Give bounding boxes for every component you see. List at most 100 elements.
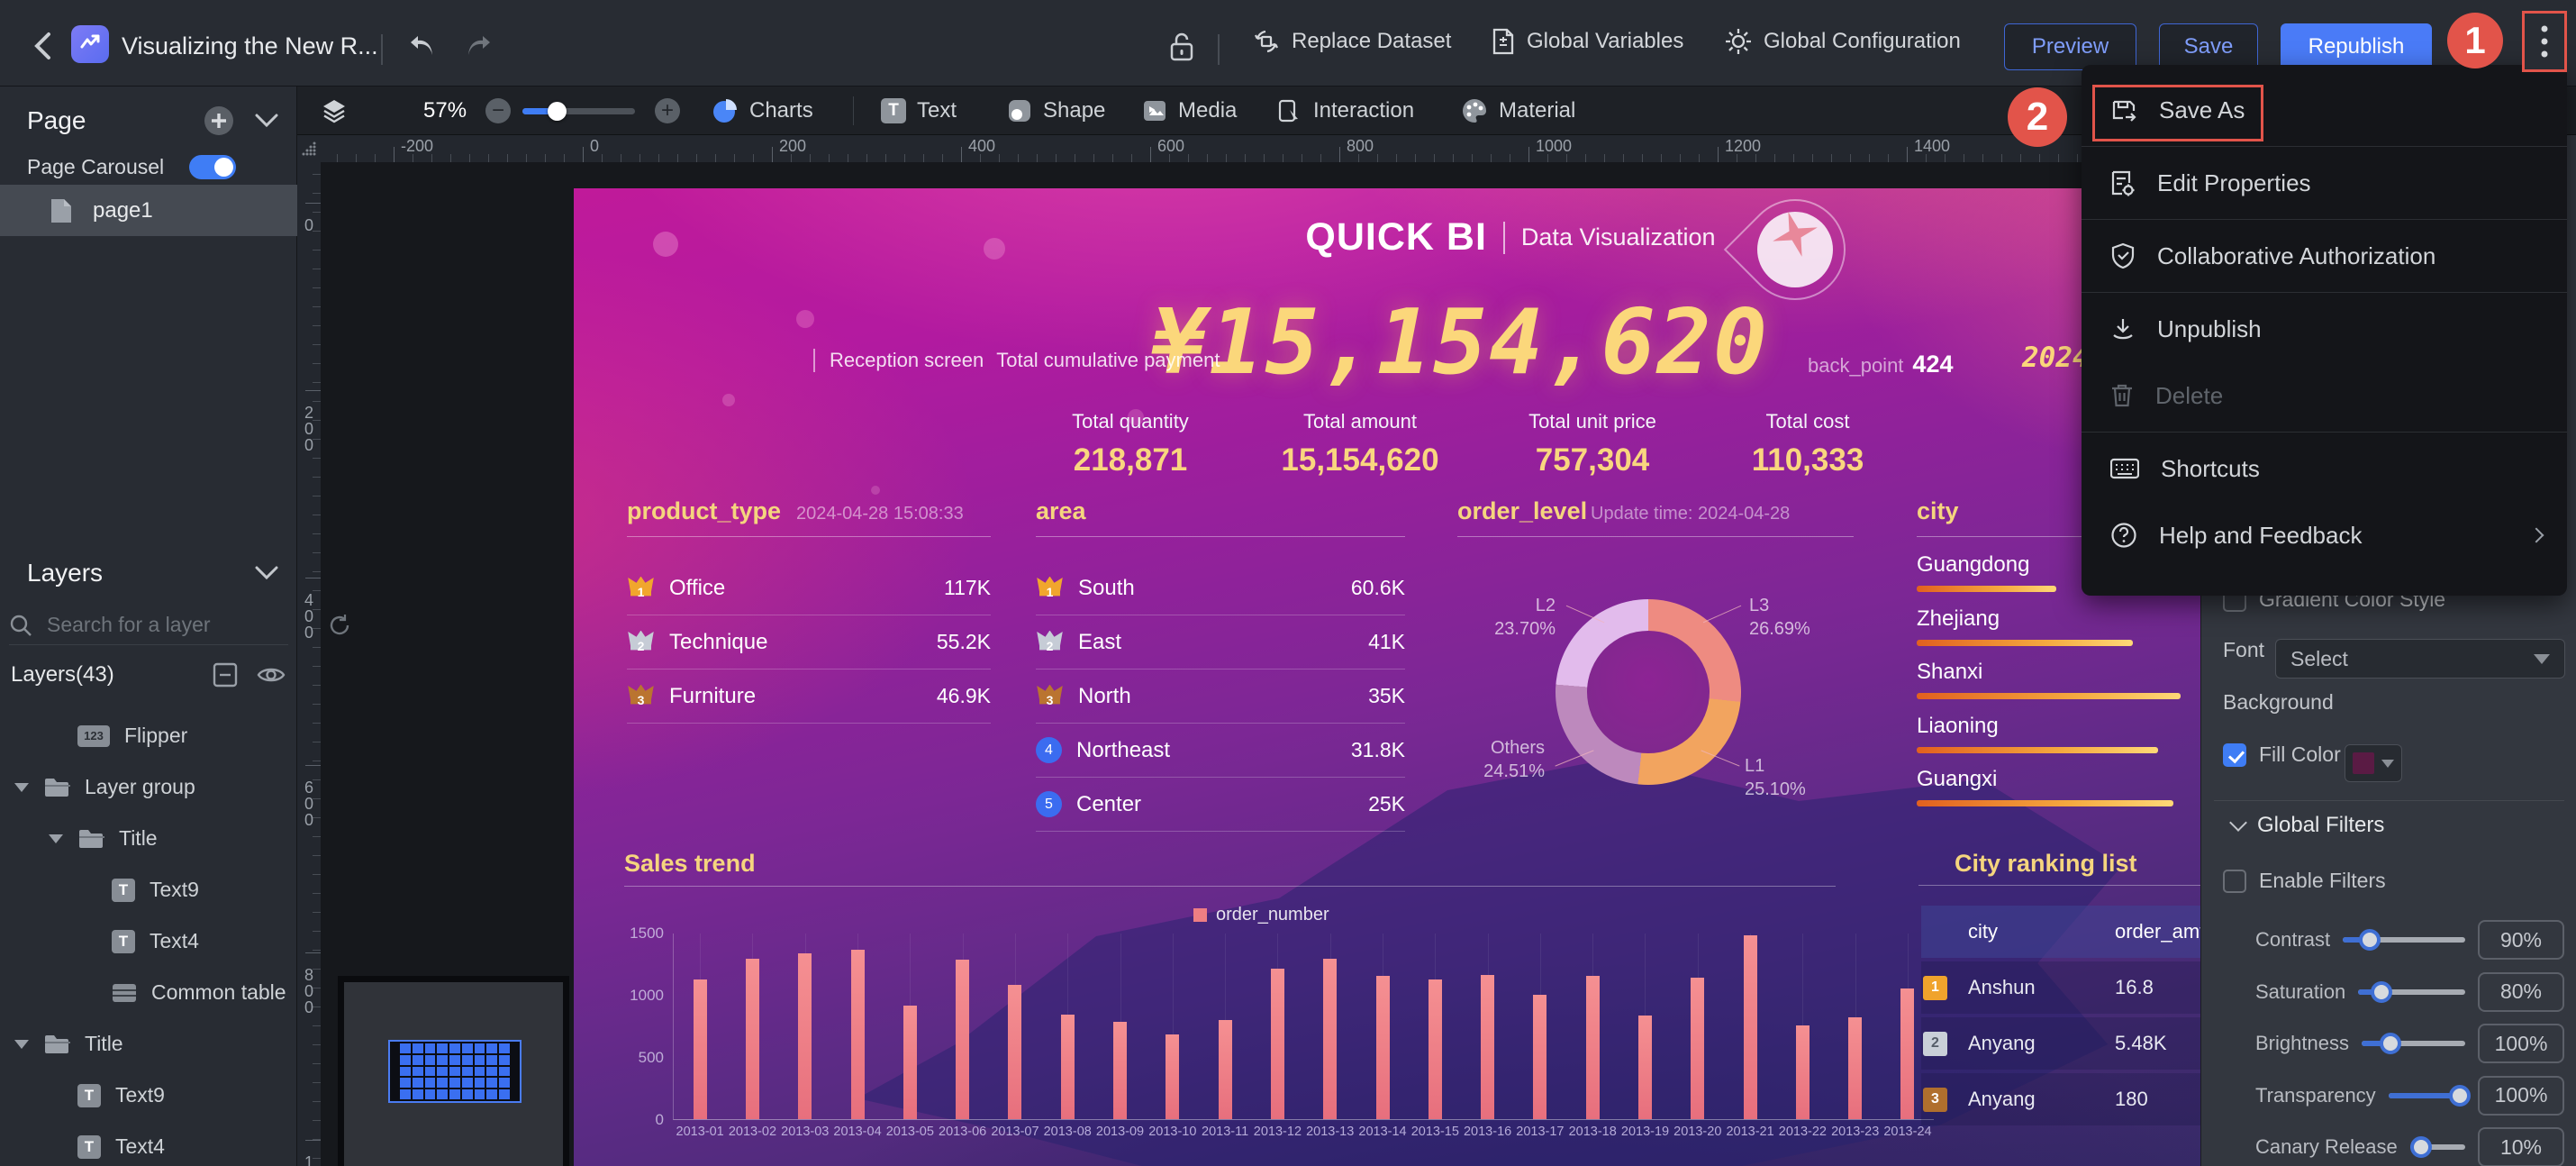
bar-2013-16[interactable] [1481,975,1495,1119]
rank-row-northeast[interactable]: 4 Northeast 31.8K [1036,724,1405,778]
slider-knob[interactable] [2371,980,2393,1003]
zoom-out-button[interactable]: − [485,98,511,123]
bar-2013-24[interactable] [1900,988,1915,1119]
zoom-in-button[interactable]: + [655,98,680,123]
slider-track[interactable] [2388,1084,2472,1107]
tool-shape[interactable]: Shape [1007,87,1105,135]
fill-color-picker[interactable] [2345,744,2402,782]
bar-2013-04[interactable] [850,950,865,1119]
slider-knob[interactable] [2380,1033,2402,1054]
bar-2013-12[interactable] [1270,969,1284,1119]
menu-item-help-and-feedback[interactable]: Help and Feedback [2082,502,2567,569]
lock-icon[interactable] [1166,29,1198,65]
rank-row-office[interactable]: 1 Office 117K [627,561,991,615]
slider-knob[interactable] [2359,929,2381,951]
slider-knob[interactable] [2449,1084,2472,1107]
bar-2013-20[interactable] [1691,978,1705,1119]
redo-icon[interactable] [461,31,497,61]
replace-dataset-button[interactable]: Replace Dataset [1252,27,1451,56]
bar-2013-17[interactable] [1533,995,1547,1119]
bar-2013-02[interactable] [745,959,759,1119]
layer-tree-item-common-table[interactable]: Common table [0,967,297,1018]
ranking-row-anyang[interactable]: 2 Anyang 5.48K [1921,1017,2200,1070]
bar-2013-05[interactable] [903,1006,917,1119]
layers-panel-collapse-icon[interactable] [255,566,278,580]
page-panel-collapse-icon[interactable] [255,114,278,128]
tool-interaction[interactable]: Interaction [1277,87,1414,135]
layer-tree-item-flipper[interactable]: 123 Flipper [0,710,297,761]
bar-2013-19[interactable] [1637,1016,1652,1119]
slider-track[interactable] [2358,980,2465,1003]
layer-tree-item-text9[interactable]: T Text9 [0,864,297,915]
tool-text[interactable]: T Text [881,87,957,135]
zoom-slider[interactable] [522,102,635,121]
back-icon[interactable] [27,31,58,61]
menu-item-save-as[interactable]: Save As [2082,77,2567,143]
rank-row-center[interactable]: 5 Center 25K [1036,778,1405,832]
save-button[interactable]: Save [2159,23,2258,70]
preview-button[interactable]: Preview [2004,23,2136,70]
bar-2013-03[interactable] [798,953,812,1119]
menu-item-collaborative-authorization[interactable]: Collaborative Authorization [2082,223,2567,289]
global-configuration-button[interactable]: Global Configuration [1724,27,1961,56]
rank-row-technique[interactable]: 2 Technique 55.2K [627,615,991,670]
bar-2013-13[interactable] [1323,959,1338,1119]
enable-filters-checkbox[interactable] [2223,869,2246,893]
canvas-minimap[interactable] [338,976,569,1166]
search-refresh-icon[interactable] [328,614,351,637]
bar-2013-09[interactable] [1113,1022,1128,1119]
bar-2013-08[interactable] [1060,1015,1075,1119]
republish-button[interactable]: Republish [2281,23,2432,70]
bar-2013-23[interactable] [1848,1017,1863,1119]
ranking-row-anshun[interactable]: 1 Anshun 16.8 [1921,961,2200,1014]
font-select-dropdown[interactable]: Select [2275,639,2565,679]
layer-tree-item-text4[interactable]: T Text4 [0,1121,297,1166]
slider-track[interactable] [2343,929,2465,951]
menu-item-unpublish[interactable]: Unpublish [2082,296,2567,362]
slider-knob[interactable] [2410,1136,2432,1158]
page-item-page1[interactable]: page1 [0,185,297,236]
layer-search-input[interactable] [45,612,315,638]
ranking-row-anyang[interactable]: 3 Anyang 180 [1921,1073,2200,1125]
bar-2013-22[interactable] [1795,1025,1810,1119]
visibility-eye-icon[interactable] [257,664,286,686]
bar-2013-14[interactable] [1375,976,1390,1119]
zoom-slider-knob[interactable] [548,102,567,121]
layer-tree-item-layer-group[interactable]: Layer group [0,761,297,813]
layer-tree-item-title[interactable]: Title [0,813,297,864]
layer-tree-item-title[interactable]: Title [0,1018,297,1070]
collapse-all-icon[interactable] [212,661,239,688]
layer-tree-item-text9[interactable]: T Text9 [0,1070,297,1121]
tool-charts[interactable]: Charts [712,87,813,135]
tree-caret-icon[interactable] [14,782,29,792]
dashboard-canvas[interactable]: QUICK BI Data Visualization ¥15,154,620 … [574,188,2200,1166]
bar-2013-15[interactable] [1428,979,1442,1119]
bar-2013-21[interactable] [1743,935,1757,1119]
rank-row-south[interactable]: 1 South 60.6K [1036,561,1405,615]
bar-2013-10[interactable] [1166,1034,1180,1119]
undo-icon[interactable] [404,31,440,61]
rank-row-east[interactable]: 2 East 41K [1036,615,1405,670]
bar-2013-07[interactable] [1008,985,1022,1119]
rank-row-north[interactable]: 3 North 35K [1036,670,1405,724]
tool-media[interactable]: Media [1142,87,1237,135]
slider-track[interactable] [2361,1033,2465,1054]
bar-2013-06[interactable] [956,960,970,1119]
add-page-icon[interactable] [203,105,235,137]
bar-2013-01[interactable] [693,979,707,1119]
more-menu-button[interactable] [2522,11,2567,72]
global-variables-button[interactable]: Global Variables [1491,27,1683,56]
page-carousel-toggle[interactable] [189,155,237,179]
menu-item-shortcuts[interactable]: Shortcuts [2082,435,2567,502]
minimap-viewport[interactable] [388,1040,522,1103]
global-filters-header[interactable]: Global Filters [2201,813,2576,838]
rank-row-furniture[interactable]: 3 Furniture 46.9K [627,670,991,724]
tree-caret-icon[interactable] [49,834,63,843]
bar-2013-11[interactable] [1218,1020,1232,1119]
fill-color-checkbox[interactable] [2223,742,2246,767]
tool-material[interactable]: Material [1461,87,1575,135]
bar-2013-18[interactable] [1585,976,1600,1119]
tree-caret-icon[interactable] [14,1039,29,1049]
menu-item-edit-properties[interactable]: Edit Properties [2082,150,2567,216]
layer-tree-item-text4[interactable]: T Text4 [0,915,297,967]
